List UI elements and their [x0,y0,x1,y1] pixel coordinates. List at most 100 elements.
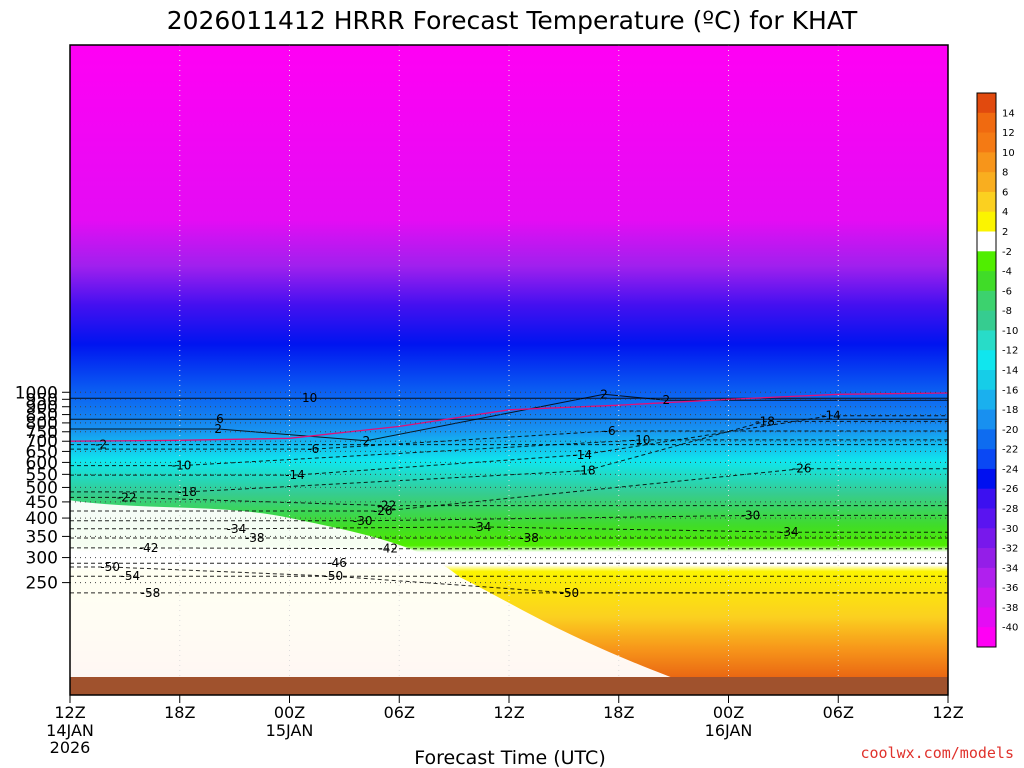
contour-label: -26 [373,504,393,518]
x-date-label: 14JAN [46,721,94,740]
contour-label: -26 [792,462,812,476]
contour-label: -22 [117,490,137,504]
contour-label: -14 [821,409,841,423]
y-tick-label: 750 [26,423,58,443]
x-tick-label: 18Z [603,703,634,722]
colorbar-label: -18 [1002,405,1018,416]
contour-label: -34 [227,522,247,536]
colorbar-swatch [977,508,996,529]
contour-label: -34 [779,525,799,539]
colorbar-label: -14 [1002,366,1018,377]
plot-area [70,45,948,695]
colorbar-swatch [977,488,996,509]
colorbar-label: 4 [1002,207,1008,218]
contour-label: -6 [604,424,616,438]
contour-line [70,468,948,512]
contour-label: -50 [100,560,120,574]
contour-label: -38 [245,531,265,545]
x-tick-label: 06Z [823,703,854,722]
contour-line [70,547,948,550]
contour-label: -14 [572,448,592,462]
colorbar-label: 8 [1002,168,1008,179]
colorbar-label: -32 [1002,544,1018,555]
colorbar-swatch [977,567,996,589]
contour-label: -38 [519,531,539,545]
x-date-label: 16JAN [705,721,753,740]
x-tick-label: 00Z [274,703,305,722]
colorbar-label: -24 [1002,464,1018,475]
contour-label: -50 [324,569,344,583]
x-tick-label: 12Z [493,703,524,722]
colorbar-swatch [977,350,996,371]
colorbar-label: -36 [1002,583,1018,594]
contour-label: -18 [576,464,596,478]
contour-label: -6 [307,442,319,456]
contour-label: -30 [741,508,761,522]
colorbar-label: -10 [1002,326,1018,337]
colorbar-label: -12 [1002,346,1018,357]
freezing-level-line [70,392,948,442]
colorbar-label: -8 [1002,306,1012,317]
contour-label: -10 [631,433,651,447]
colorbar-label: -20 [1002,425,1018,436]
contour-label: -14 [285,468,305,482]
chart-title: 2026011412 HRRR Forecast Temperature (ºC… [167,6,858,35]
colorbar-swatch [977,191,996,213]
contour-line [70,496,948,507]
colorbar-swatch [977,290,996,312]
colorbar-swatch [977,607,996,628]
contour-labels: -58-54-50-50-50-46-42 -42-38 -38-34 -34 -34-… [95,387,841,600]
colorbar-swatch [977,231,996,252]
colorbar-label: -6 [1002,286,1012,297]
contour-label: -2 [95,438,107,452]
contour-label: 10 [302,391,317,405]
contour-label: -10 [172,459,192,473]
colorbar-label: -16 [1002,385,1018,396]
colorbar-label: -26 [1002,484,1018,495]
colorbar-swatch [977,152,996,173]
y-tick-label: 300 [26,549,58,569]
contour-line [70,415,948,476]
colorbar-swatch [977,310,996,331]
x-axis: 12Z 18Z 00Z 06Z 12Z 18Z 00Z 06Z 12Z14JAN202615JA… [46,695,964,757]
contour-lines [70,392,948,594]
y-tick-label: 600 [26,453,58,473]
y-axis: 250 3003504004505005506006507007508008509… [15,383,70,594]
colorbar-swatch [977,627,996,648]
contour-label: -34 [472,520,492,534]
colorbar-swatch [977,587,996,608]
contour-label: -30 [353,514,373,528]
x-tick-label: 12Z [932,703,963,722]
colorbar-label: 10 [1002,148,1015,159]
colorbar-swatch [977,330,996,351]
y-tick-label: 700 [26,432,58,452]
contour-label: -42 [378,542,398,556]
colorbar-swatch [977,449,996,470]
colorbar-label: 14 [1002,108,1015,119]
contour-label: 2 [662,393,670,407]
colorbar-label: -2 [1002,247,1012,258]
colorbar-swatch [977,370,996,391]
colorbar-label: -28 [1002,504,1018,515]
y-tick-label: 1000 [15,383,58,403]
colorbar-frame [976,92,997,648]
y-tick-label: 850 [26,406,58,426]
colorbar-swatch [977,409,996,430]
contour-label: 2 [363,434,371,448]
contour-label: 2 [600,387,608,401]
colorbar-swatch [977,172,996,193]
colorbar-label: -38 [1002,603,1018,614]
colorbar-label: -4 [1002,267,1012,278]
freezing-band [70,500,751,695]
y-tick-label: 900 [26,398,58,418]
contour-label: -54 [121,569,141,583]
colorbar-label: 2 [1002,227,1008,238]
contour-label: -42 [139,541,159,555]
ground-terrain [70,677,948,695]
contour-line [70,420,948,493]
colorbar-swatch [977,548,996,569]
contour-line [70,526,948,533]
y-tick-label: 550 [26,465,58,485]
contour-label: 2 [214,422,222,436]
y-tick-label: 250 [26,574,58,594]
